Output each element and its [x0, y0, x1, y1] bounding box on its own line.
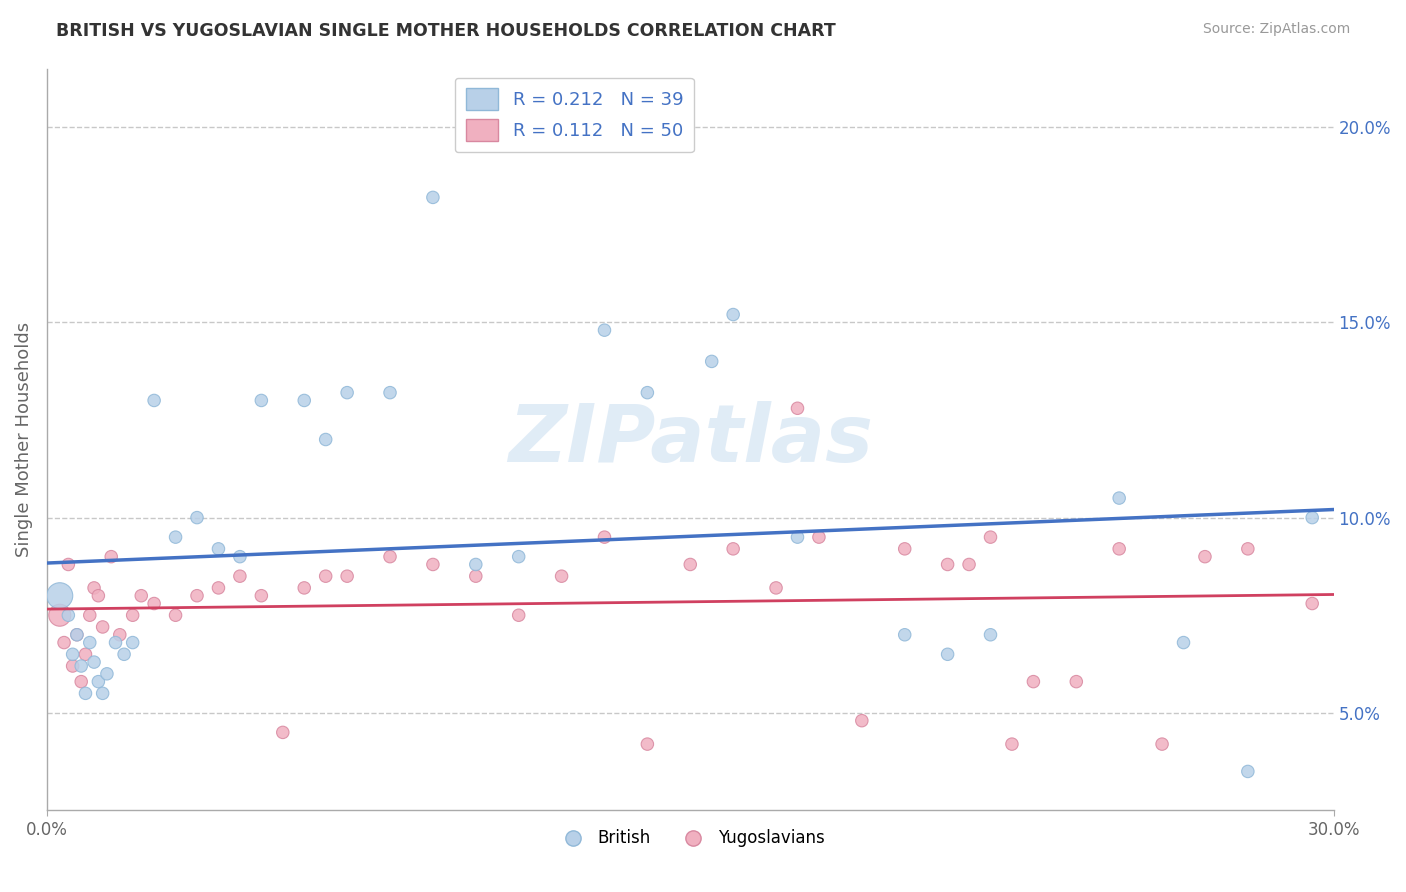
Point — [91, 686, 114, 700]
Point — [700, 354, 723, 368]
Point — [721, 541, 744, 556]
Text: Source: ZipAtlas.com: Source: ZipAtlas.com — [1202, 22, 1350, 37]
Point — [1152, 737, 1174, 751]
Point — [336, 385, 359, 400]
Point — [422, 558, 444, 572]
Point — [49, 589, 72, 603]
Point — [1064, 674, 1087, 689]
Point — [49, 608, 72, 623]
Point — [79, 635, 101, 649]
Point — [229, 569, 252, 583]
Point — [250, 589, 273, 603]
Point — [292, 581, 315, 595]
Point — [378, 549, 401, 564]
Point — [186, 589, 208, 603]
Point — [66, 628, 89, 642]
Point — [422, 190, 444, 204]
Point — [229, 549, 252, 564]
Point — [58, 558, 80, 572]
Point — [143, 393, 166, 408]
Text: ZIPatlas: ZIPatlas — [508, 401, 873, 478]
Point — [550, 569, 572, 583]
Point — [186, 510, 208, 524]
Point — [315, 569, 337, 583]
Point — [108, 628, 131, 642]
Text: BRITISH VS YUGOSLAVIAN SINGLE MOTHER HOUSEHOLDS CORRELATION CHART: BRITISH VS YUGOSLAVIAN SINGLE MOTHER HOU… — [56, 22, 837, 40]
Point — [851, 714, 873, 728]
Point — [62, 648, 84, 662]
Point — [165, 608, 187, 623]
Point — [70, 659, 93, 673]
Point — [508, 549, 530, 564]
Point — [636, 385, 658, 400]
Point — [165, 530, 187, 544]
Legend: British, Yugoslavians: British, Yugoslavians — [550, 822, 831, 855]
Point — [721, 308, 744, 322]
Point — [786, 401, 808, 416]
Point — [464, 569, 486, 583]
Point — [1301, 510, 1323, 524]
Point — [87, 674, 110, 689]
Point — [1108, 491, 1130, 505]
Point — [679, 558, 702, 572]
Point — [979, 628, 1001, 642]
Point — [1237, 541, 1260, 556]
Point — [1194, 549, 1216, 564]
Point — [91, 620, 114, 634]
Point — [207, 541, 229, 556]
Y-axis label: Single Mother Households: Single Mother Households — [15, 322, 32, 558]
Point — [1173, 635, 1195, 649]
Point — [121, 608, 143, 623]
Point — [292, 393, 315, 408]
Point — [315, 433, 337, 447]
Point — [75, 648, 97, 662]
Point — [936, 558, 959, 572]
Point — [936, 648, 959, 662]
Point — [464, 558, 486, 572]
Point — [636, 737, 658, 751]
Point — [765, 581, 787, 595]
Point — [957, 558, 980, 572]
Point — [893, 541, 915, 556]
Point — [1001, 737, 1024, 751]
Point — [121, 635, 143, 649]
Point — [129, 589, 152, 603]
Point — [378, 385, 401, 400]
Point — [79, 608, 101, 623]
Point — [593, 323, 616, 337]
Point — [336, 569, 359, 583]
Point — [62, 659, 84, 673]
Point — [75, 686, 97, 700]
Point — [53, 635, 76, 649]
Point — [786, 530, 808, 544]
Point — [143, 597, 166, 611]
Point — [979, 530, 1001, 544]
Point — [104, 635, 127, 649]
Point — [893, 628, 915, 642]
Point — [66, 628, 89, 642]
Point — [250, 393, 273, 408]
Point — [70, 674, 93, 689]
Point — [271, 725, 294, 739]
Point — [1022, 674, 1045, 689]
Point — [58, 608, 80, 623]
Point — [1301, 597, 1323, 611]
Point — [593, 530, 616, 544]
Point — [207, 581, 229, 595]
Point — [112, 648, 135, 662]
Point — [87, 589, 110, 603]
Point — [1108, 541, 1130, 556]
Point — [96, 666, 118, 681]
Point — [807, 530, 830, 544]
Point — [100, 549, 122, 564]
Point — [1237, 764, 1260, 779]
Point — [83, 655, 105, 669]
Point — [508, 608, 530, 623]
Point — [83, 581, 105, 595]
